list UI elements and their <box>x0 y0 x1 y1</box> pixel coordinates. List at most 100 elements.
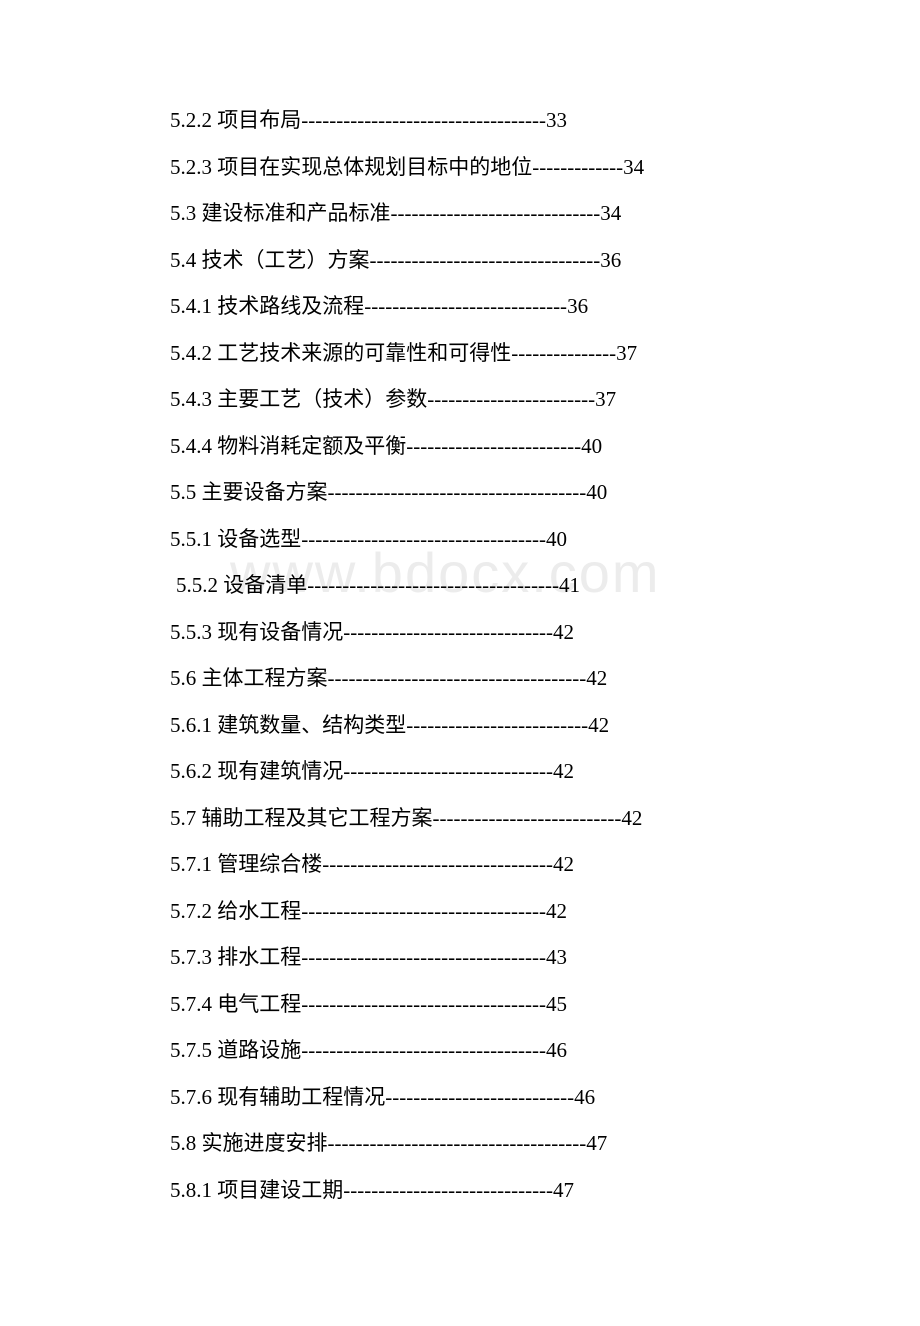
toc-dashes: ----------------------------------- <box>301 945 546 969</box>
toc-title: 物料消耗定额及平衡 <box>217 434 406 458</box>
toc-page: 41 <box>559 573 580 597</box>
toc-number: 5.5 <box>170 480 196 504</box>
toc-dashes: ----------------------------- <box>364 294 567 318</box>
toc-entry: 5.5 主要设备方案------------------------------… <box>170 482 760 503</box>
toc-number: 5.5.1 <box>170 527 212 551</box>
toc-number: 5.7.4 <box>170 992 212 1016</box>
toc-page: 42 <box>586 666 607 690</box>
toc-number: 5.2.3 <box>170 155 212 179</box>
toc-page: 42 <box>553 759 574 783</box>
toc-title: 项目建设工期 <box>217 1178 343 1202</box>
toc-dashes: --------------- <box>511 341 616 365</box>
toc-page: 46 <box>574 1085 595 1109</box>
toc-content: 5.2.2 项目布局------------------------------… <box>170 110 760 1201</box>
toc-dashes: ------------------------------------- <box>328 480 587 504</box>
toc-entry: 5.4.1 技术路线及流程---------------------------… <box>170 296 760 317</box>
toc-dashes: --------------------------------- <box>370 248 601 272</box>
toc-number: 5.3 <box>170 201 196 225</box>
toc-entry: 5.6 主体工程方案------------------------------… <box>170 668 760 689</box>
toc-number: 5.4.4 <box>170 434 212 458</box>
toc-title: 设备清单 <box>223 573 307 597</box>
toc-entry: 5.7.2 给水工程------------------------------… <box>170 901 760 922</box>
toc-entry: 5.7.5 道路设施------------------------------… <box>170 1040 760 1061</box>
toc-page: 37 <box>616 341 637 365</box>
toc-number: 5.7 <box>170 806 196 830</box>
toc-number: 5.4.2 <box>170 341 212 365</box>
toc-page: 34 <box>600 201 621 225</box>
toc-title: 排水工程 <box>217 945 301 969</box>
toc-number: 5.5.2 <box>176 573 218 597</box>
toc-number: 5.7.1 <box>170 852 212 876</box>
toc-page: 42 <box>553 852 574 876</box>
toc-entry: 5.6.1 建筑数量、结构类型-------------------------… <box>170 715 760 736</box>
toc-dashes: ------------------------------------ <box>307 573 559 597</box>
toc-dashes: ----------------------------------- <box>301 527 546 551</box>
toc-title: 项目在实现总体规划目标中的地位 <box>217 155 532 179</box>
toc-title: 建设标准和产品标准 <box>202 201 391 225</box>
toc-page: 42 <box>588 713 609 737</box>
toc-entry: 5.4.4 物料消耗定额及平衡-------------------------… <box>170 436 760 457</box>
toc-entry: 5.8 实施进度安排------------------------------… <box>170 1133 760 1154</box>
toc-page: 45 <box>546 992 567 1016</box>
toc-dashes: ------------------------- <box>406 434 581 458</box>
toc-title: 现有辅助工程情况 <box>217 1085 385 1109</box>
toc-page: 42 <box>621 806 642 830</box>
toc-dashes: ----------------------------------- <box>301 108 546 132</box>
toc-entry: 5.6.2 现有建筑情况----------------------------… <box>170 761 760 782</box>
toc-number: 5.7.6 <box>170 1085 212 1109</box>
toc-page: 47 <box>553 1178 574 1202</box>
toc-page: 34 <box>623 155 644 179</box>
toc-entry: 5.8.1 项目建设工期----------------------------… <box>170 1180 760 1201</box>
toc-page: 47 <box>586 1131 607 1155</box>
toc-dashes: ----------------------------------- <box>301 899 546 923</box>
toc-title: 技术路线及流程 <box>217 294 364 318</box>
toc-title: 道路设施 <box>217 1038 301 1062</box>
toc-title: 实施进度安排 <box>202 1131 328 1155</box>
toc-title: 现有设备情况 <box>217 620 343 644</box>
toc-title: 管理综合楼 <box>217 852 322 876</box>
toc-page: 37 <box>595 387 616 411</box>
toc-title: 建筑数量、结构类型 <box>217 713 406 737</box>
toc-entry: 5.4.3 主要工艺（技术）参数------------------------… <box>170 389 760 410</box>
toc-entry: 5.3 建设标准和产品标准---------------------------… <box>170 203 760 224</box>
toc-number: 5.8 <box>170 1131 196 1155</box>
toc-number: 5.7.2 <box>170 899 212 923</box>
toc-number: 5.4.3 <box>170 387 212 411</box>
toc-dashes: ------------------------ <box>427 387 595 411</box>
toc-number: 5.6.2 <box>170 759 212 783</box>
toc-dashes: ----------------------------------- <box>301 992 546 1016</box>
toc-dashes: ------------------------------ <box>343 620 553 644</box>
toc-title: 现有建筑情况 <box>217 759 343 783</box>
toc-page: 42 <box>546 899 567 923</box>
toc-page: 43 <box>546 945 567 969</box>
toc-entry: 5.4 技术（工艺）方案----------------------------… <box>170 250 760 271</box>
toc-title: 辅助工程及其它工程方案 <box>202 806 433 830</box>
toc-dashes: ------------------------------ <box>343 759 553 783</box>
toc-number: 5.5.3 <box>170 620 212 644</box>
toc-title: 电气工程 <box>217 992 301 1016</box>
toc-number: 5.2.2 <box>170 108 212 132</box>
toc-number: 5.7.3 <box>170 945 212 969</box>
toc-entry: 5.7.1 管理综合楼-----------------------------… <box>170 854 760 875</box>
toc-page: 40 <box>546 527 567 551</box>
toc-title: 工艺技术来源的可靠性和可得性 <box>217 341 511 365</box>
page-container: 5.2.2 项目布局------------------------------… <box>0 0 920 1326</box>
toc-title: 主要工艺（技术）参数 <box>217 387 427 411</box>
toc-entry: 5.4.2 工艺技术来源的可靠性和可得性---------------37 <box>170 343 760 364</box>
toc-title: 设备选型 <box>217 527 301 551</box>
toc-page: 36 <box>567 294 588 318</box>
toc-entry: 5.5.2 设备清单------------------------------… <box>170 575 760 596</box>
toc-number: 5.4 <box>170 248 196 272</box>
toc-dashes: ------------------------------ <box>343 1178 553 1202</box>
toc-dashes: ------------------------------------- <box>328 1131 587 1155</box>
toc-entry: 5.7.4 电气工程------------------------------… <box>170 994 760 1015</box>
toc-page: 42 <box>553 620 574 644</box>
toc-dashes: ----------------------------------- <box>301 1038 546 1062</box>
toc-page: 36 <box>600 248 621 272</box>
toc-dashes: ------------- <box>532 155 623 179</box>
toc-title: 主体工程方案 <box>202 666 328 690</box>
toc-dashes: --------------------------------- <box>322 852 553 876</box>
toc-entry: 5.5.3 现有设备情况----------------------------… <box>170 622 760 643</box>
toc-title: 项目布局 <box>217 108 301 132</box>
toc-number: 5.6 <box>170 666 196 690</box>
